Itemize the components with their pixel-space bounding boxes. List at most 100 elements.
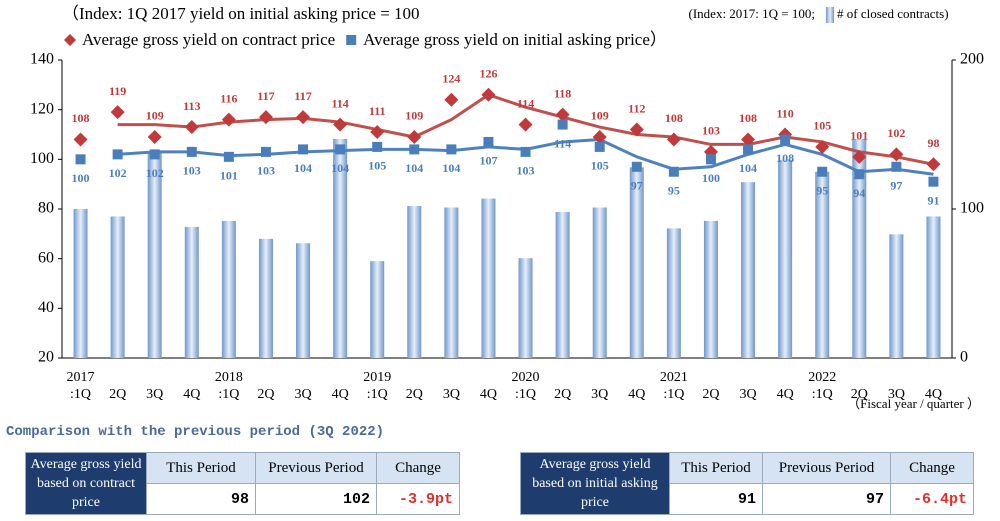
x-tick-label: 4Q — [183, 387, 200, 402]
diamond-marker — [444, 92, 459, 107]
square-marker — [223, 151, 234, 162]
x-tick-label: 2Q — [851, 387, 868, 402]
y2-tick-label: 0 — [960, 349, 968, 366]
bar — [926, 216, 941, 358]
cell: -6.4pt — [890, 483, 974, 515]
bar — [629, 167, 644, 358]
y-tick-label: 100 — [30, 150, 54, 167]
data-label: 108 — [776, 151, 794, 165]
bar — [481, 198, 496, 358]
data-label: 107 — [479, 154, 497, 168]
column-header: Change — [376, 452, 460, 484]
square-marker — [594, 141, 605, 152]
data-label: 117 — [294, 89, 311, 103]
square-marker — [372, 141, 383, 152]
data-label: 104 — [442, 161, 460, 175]
bar — [407, 206, 422, 358]
y2-tick-label: 100 — [960, 200, 984, 217]
data-label: 102 — [887, 126, 905, 140]
data-label: 108 — [739, 111, 757, 125]
square-marker — [668, 166, 679, 177]
legend-label: Average gross yield on initial asking pr… — [363, 30, 667, 49]
x-tick-label: :1Q — [812, 387, 833, 402]
x-year-label: 2021 — [660, 370, 688, 385]
data-label: 105 — [813, 119, 831, 133]
x-year-label: 2019 — [363, 370, 391, 385]
legend-swatch — [64, 34, 76, 46]
row-header: Average gross yield based on contract pr… — [25, 452, 147, 515]
bar — [258, 238, 273, 358]
column-header: This Period — [669, 452, 763, 484]
square-marker — [705, 154, 716, 165]
square-marker — [149, 149, 160, 160]
bar — [333, 138, 348, 358]
data-label: 105 — [591, 159, 609, 173]
x-tick-label: 2Q — [257, 387, 274, 402]
square-marker — [186, 146, 197, 157]
square-marker — [446, 144, 457, 155]
y-tick-label: 140 — [30, 51, 54, 68]
square-marker — [409, 144, 420, 155]
bar — [741, 182, 756, 358]
x-tick-label: 2Q — [109, 387, 126, 402]
diamond-marker — [815, 139, 830, 154]
cell: 97 — [762, 483, 891, 515]
bar — [889, 234, 904, 358]
x-tick-label: 4Q — [332, 387, 349, 402]
data-label: 101 — [850, 129, 868, 143]
square-marker — [557, 119, 568, 130]
bar — [370, 261, 385, 358]
legend-label: Average gross yield on contract price — [82, 30, 335, 49]
bar — [184, 226, 199, 358]
subtitle: （Index: 1Q 2017 yield on initial asking … — [62, 4, 420, 23]
comparison-title: Comparison with the previous period (3Q … — [6, 424, 385, 440]
data-label: 116 — [220, 91, 237, 105]
bar — [703, 220, 718, 358]
diamond-marker — [741, 132, 756, 147]
bar — [815, 171, 830, 358]
data-label: 102 — [146, 166, 164, 180]
chart: （Index: 1Q 2017 yield on initial asking … — [30, 4, 984, 411]
y-tick-label: 80 — [38, 200, 54, 217]
x-tick-label: 4Q — [480, 387, 497, 402]
x-year-label: 2020 — [512, 370, 540, 385]
x-tick-label: 3Q — [443, 387, 460, 402]
column-header: Previous Period — [762, 452, 891, 484]
diamond-marker — [852, 149, 867, 164]
bar — [555, 211, 570, 358]
bar — [666, 228, 681, 358]
data-label: 103 — [183, 164, 201, 178]
x-tick-label: 2Q — [406, 387, 423, 402]
square-marker — [483, 136, 494, 147]
diamond-marker — [258, 110, 273, 125]
bar — [296, 243, 311, 358]
x-tick-label: 3Q — [294, 387, 311, 402]
bar — [110, 216, 125, 358]
square-marker — [75, 154, 86, 165]
diamond-marker — [481, 87, 496, 102]
bar — [778, 159, 793, 358]
diamond-marker — [889, 147, 904, 162]
x-tick-label: 3Q — [739, 387, 756, 402]
data-label: 104 — [405, 161, 423, 175]
square-marker — [928, 176, 939, 187]
data-label: 95 — [816, 184, 828, 198]
square-marker — [817, 166, 828, 177]
data-label: 114 — [517, 96, 534, 110]
data-label: 109 — [591, 109, 609, 123]
diamond-marker — [666, 132, 681, 147]
x-tick-label: :1Q — [515, 387, 536, 402]
data-label: 114 — [331, 96, 348, 110]
data-label: 91 — [927, 193, 939, 207]
data-label: 108 — [665, 111, 683, 125]
data-label: 103 — [257, 164, 275, 178]
data-label: 104 — [739, 161, 757, 175]
diamond-marker — [333, 117, 348, 132]
data-label: 109 — [405, 109, 423, 123]
y-tick-label: 60 — [38, 249, 54, 266]
row-header: Average gross yield based on initial ask… — [520, 452, 670, 515]
x-tick-label: 3Q — [591, 387, 608, 402]
x-year-label: 2022 — [808, 370, 836, 385]
square-marker — [520, 146, 531, 157]
